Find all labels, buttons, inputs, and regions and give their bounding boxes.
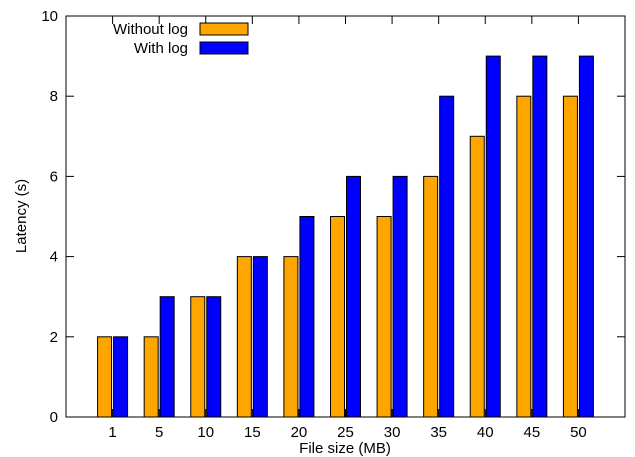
bar-without-log [330,216,345,418]
legend-swatch [199,41,249,55]
bar-without-log [97,336,113,418]
x-tick-label: 5 [155,424,163,441]
x-axis-label: File size (MB) [299,440,391,457]
y-tick-label: 2 [50,329,58,346]
y-axis-ticks: 0 2 4 6 8 10 [41,8,625,426]
y-tick-label: 4 [50,249,58,266]
legend-label: With log [134,40,188,57]
bar-with-log [392,175,408,418]
x-tick-label: 45 [523,424,540,441]
bar-with-log [439,95,455,418]
bar-with-log [159,296,175,418]
legend-swatch [199,22,249,36]
x-tick-label: 50 [570,424,587,441]
bars-layer [97,55,594,418]
y-tick-label: 0 [50,409,58,426]
bar-with-log [346,175,361,418]
y-axis-label: Latency (s) [13,179,30,253]
bar-without-log [469,135,485,418]
bar-without-log [143,336,159,418]
legend: Without log With log [113,21,249,57]
x-tick-label: 20 [291,424,308,441]
y-tick-label: 8 [50,88,58,105]
x-tick-label: 10 [197,424,214,441]
x-tick-label: 15 [244,424,261,441]
bar-without-log [423,175,439,418]
bar-with-log [113,336,129,418]
bar-with-log [206,296,222,418]
y-tick-label: 10 [41,8,58,25]
x-tick-label: 25 [337,424,354,441]
y-tick-label: 6 [50,168,58,185]
bar-with-log [578,55,594,418]
bar-with-log [485,55,501,418]
bar-with-log [299,216,315,418]
x-tick-label: 40 [477,424,494,441]
bar-without-log [190,296,206,418]
bar-without-log [283,256,299,418]
bar-with-log [532,55,548,418]
x-axis-ticks: 1 5 10 15 20 25 30 35 40 45 50 [108,16,587,441]
bar-without-log [376,216,392,418]
bar-without-log [562,95,578,418]
x-tick-label: 1 [108,424,116,441]
x-tick-label: 30 [384,424,401,441]
legend-label: Without log [113,21,188,38]
bar-without-log [236,256,252,418]
bar-without-log [516,95,532,418]
x-tick-label: 35 [430,424,447,441]
bar-with-log [252,256,268,418]
